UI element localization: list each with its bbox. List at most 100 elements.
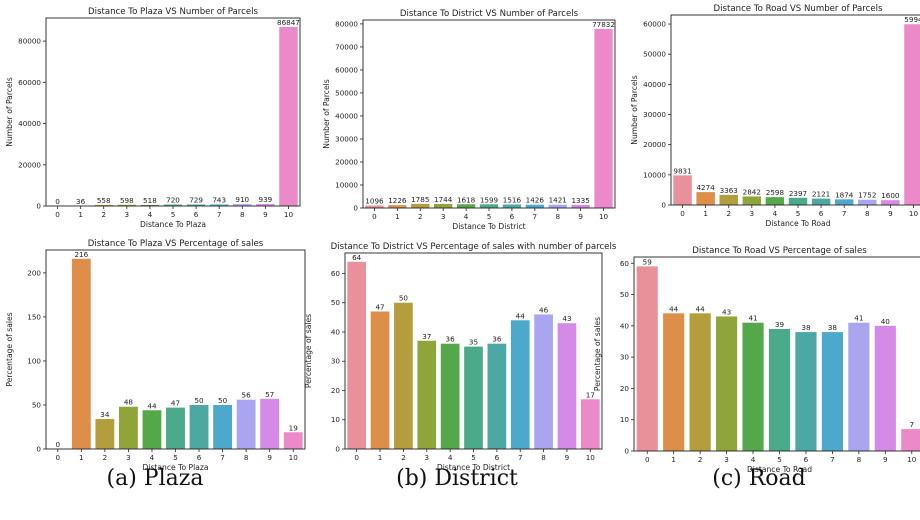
bar [456, 204, 476, 208]
data-label: 4274 [696, 183, 715, 192]
bar [557, 323, 577, 449]
chart-1: Distance To District VS Number of Parcel… [322, 9, 616, 231]
x-tick-label: 3 [126, 453, 131, 462]
x-axis-label: Distance To Road [747, 465, 812, 474]
y-tick-label: 30 [620, 353, 630, 362]
y-tick-label: 50000 [335, 88, 358, 97]
data-label: 41 [748, 314, 757, 323]
x-tick-label: 10 [599, 212, 609, 221]
x-tick-label: 7 [518, 453, 523, 462]
data-label: 1600 [881, 191, 900, 200]
bar [142, 410, 162, 449]
y-axis-label: Percentage of sales [593, 317, 602, 391]
x-tick-label: 6 [495, 453, 500, 462]
bar [388, 205, 407, 208]
y-tick-label: 10 [620, 415, 630, 424]
chart-title: Distance To Road VS Number of Parcels [714, 4, 884, 14]
bar [696, 192, 715, 205]
plot-frame [633, 256, 920, 452]
x-axis-label: Distance To Road [765, 219, 830, 228]
bar [673, 175, 692, 205]
y-tick-label: 0 [335, 445, 340, 454]
data-label: 1096 [365, 196, 384, 205]
x-tick-label: 0 [645, 455, 650, 464]
x-tick-label: 6 [510, 212, 515, 221]
data-label: 1426 [526, 196, 545, 205]
x-tick-label: 3 [750, 209, 755, 218]
data-label: 0 [55, 440, 60, 449]
data-label: 598 [120, 196, 134, 205]
data-label: 44 [669, 304, 679, 313]
data-label: 0 [55, 197, 60, 206]
x-tick-label: 4 [148, 210, 153, 219]
data-label: 38 [801, 323, 811, 332]
chart-0: Distance To Plaza VS Number of Parcels 0 0… [5, 7, 301, 229]
y-tick-label: 50 [331, 298, 341, 307]
bar [464, 346, 483, 449]
x-tick-label: 0 [55, 210, 60, 219]
data-label: 1226 [388, 196, 407, 205]
data-label: 50 [194, 396, 204, 405]
bar [795, 332, 817, 451]
data-label: 34 [100, 410, 110, 419]
bar [279, 26, 298, 206]
y-tick-label: 150 [27, 312, 41, 321]
x-tick-label: 7 [217, 210, 222, 219]
bar [742, 196, 762, 205]
x-tick-label: 5 [777, 455, 782, 464]
data-label: 1599 [480, 195, 499, 204]
x-tick-label: 6 [197, 453, 202, 462]
x-tick-label: 5 [171, 210, 176, 219]
data-label: 35 [469, 338, 478, 347]
data-label: 39 [775, 320, 785, 329]
x-tick-label: 7 [842, 209, 847, 218]
data-label: 1874 [835, 190, 854, 199]
bar [548, 204, 567, 208]
bar [858, 199, 877, 205]
bar [768, 328, 791, 451]
caption-plaza: (a) Plaza [106, 466, 204, 491]
y-tick-label: 60000 [18, 78, 41, 87]
plot-frame [45, 17, 301, 207]
bar [117, 204, 137, 206]
data-label: 1785 [411, 195, 429, 204]
x-tick-label: 7 [533, 212, 538, 221]
data-label: 64 [352, 253, 362, 262]
bar [411, 203, 430, 208]
bar [140, 204, 160, 206]
data-label: 216 [74, 250, 88, 259]
y-tick-label: 40000 [643, 80, 666, 89]
bar [166, 407, 185, 449]
y-tick-label: 30000 [643, 110, 666, 119]
x-tick-label: 10 [909, 209, 919, 218]
x-tick-label: 0 [372, 212, 377, 221]
x-tick-label: 6 [194, 210, 199, 219]
x-tick-label: 2 [698, 455, 703, 464]
data-label: 50 [399, 294, 409, 303]
x-tick-label: 4 [150, 453, 155, 462]
bar [689, 313, 711, 451]
y-tick-label: 40 [331, 327, 341, 336]
y-tick-label: 10 [331, 415, 341, 424]
bar [417, 340, 437, 449]
y-tick-label: 0 [36, 202, 41, 211]
bar [904, 24, 920, 205]
chart-4: Distance To District VS Percentage of sa… [304, 242, 617, 472]
data-label: 50 [218, 396, 228, 405]
data-label: 3363 [720, 186, 738, 195]
data-label: 43 [722, 307, 731, 316]
data-label: 36 [446, 335, 456, 344]
bar [236, 399, 256, 449]
data-label: 44 [696, 304, 706, 313]
data-label: 57 [265, 390, 274, 399]
x-tick-label: 3 [724, 455, 729, 464]
x-tick-label: 7 [830, 455, 835, 464]
y-tick-label: 10000 [335, 180, 358, 189]
x-tick-label: 9 [263, 210, 268, 219]
y-tick-label: 0 [624, 447, 629, 456]
x-tick-label: 5 [796, 209, 801, 218]
bar [901, 429, 920, 451]
bar [186, 204, 206, 206]
bar [95, 419, 115, 449]
x-tick-label: 1 [79, 453, 84, 462]
